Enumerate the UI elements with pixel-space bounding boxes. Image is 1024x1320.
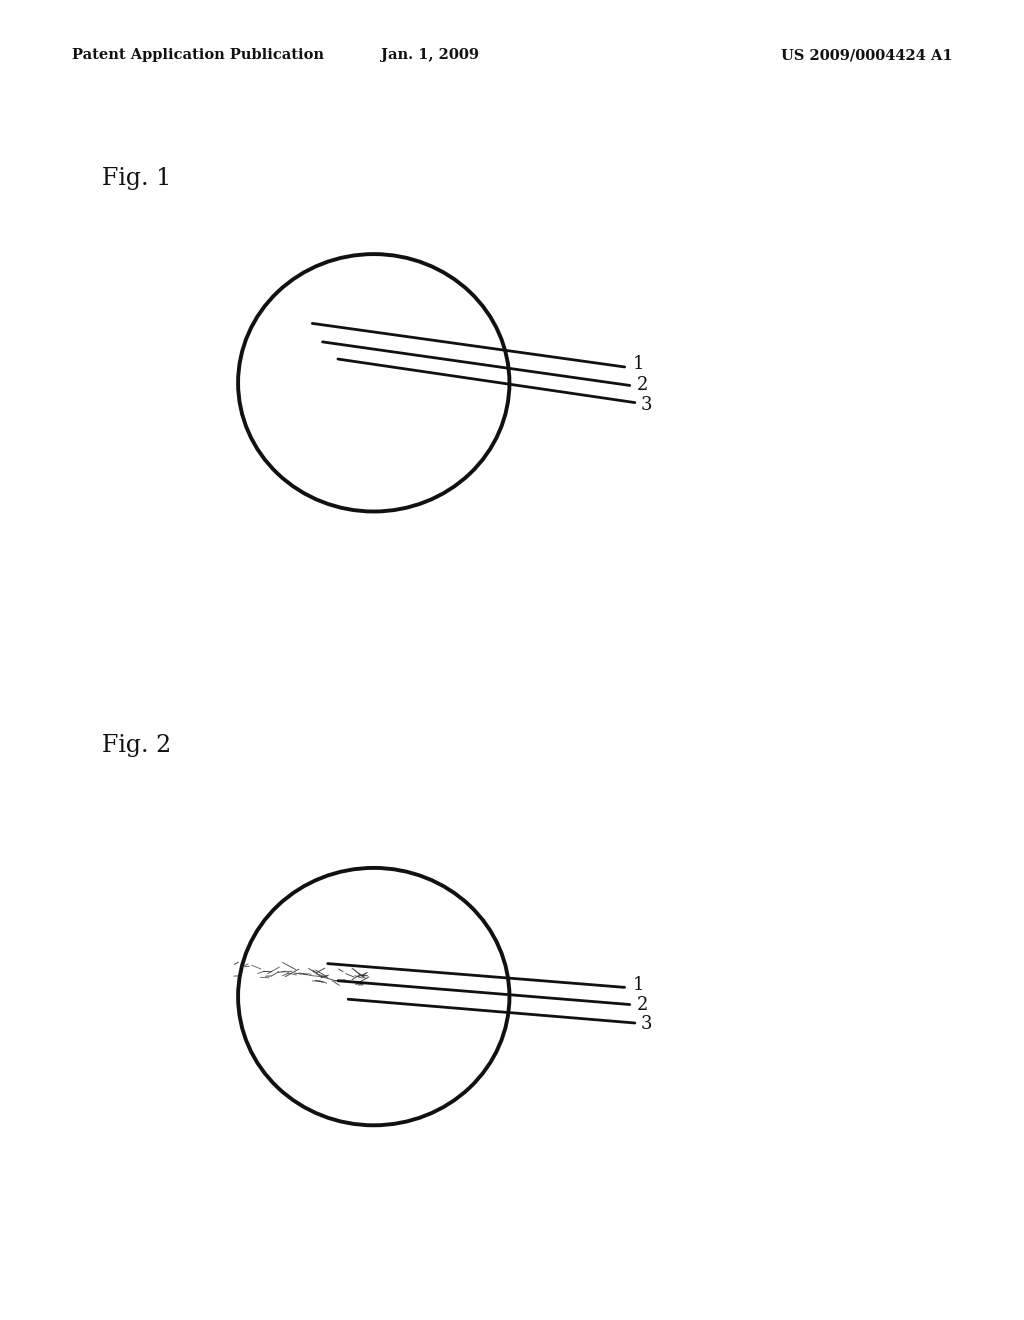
- Text: Patent Application Publication: Patent Application Publication: [72, 49, 324, 62]
- Text: 3: 3: [641, 396, 652, 414]
- Text: Fig. 1: Fig. 1: [102, 166, 172, 190]
- Text: Fig. 2: Fig. 2: [102, 734, 172, 758]
- Text: US 2009/0004424 A1: US 2009/0004424 A1: [780, 49, 952, 62]
- Text: 3: 3: [641, 1015, 652, 1034]
- Text: 1: 1: [633, 355, 644, 374]
- Text: 2: 2: [637, 376, 648, 395]
- Text: Jan. 1, 2009: Jan. 1, 2009: [381, 49, 479, 62]
- Text: 1: 1: [633, 975, 644, 994]
- Text: 2: 2: [637, 995, 648, 1014]
